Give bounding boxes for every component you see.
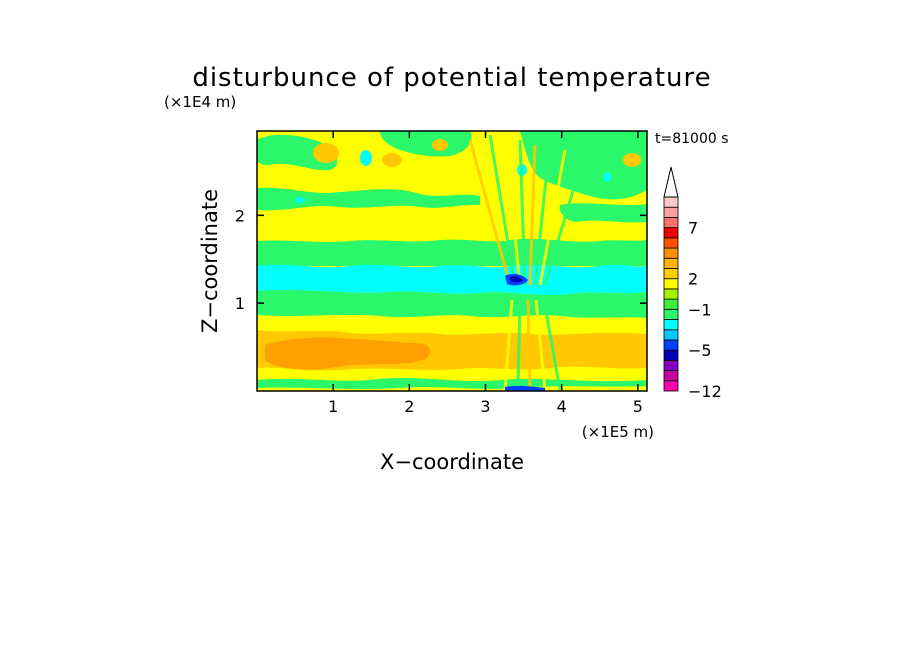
colorbar-swatch (663, 298, 679, 310)
colorbar-label: −1 (688, 300, 712, 319)
orange-blob-1 (313, 143, 339, 163)
plot-frame (256, 130, 648, 392)
green-band-top-right (520, 131, 647, 200)
y-axis-label: Z−coordinate (198, 189, 222, 333)
dark-orange-blob (265, 337, 431, 370)
orange-blob-3 (432, 139, 448, 151)
colorbar-extend-arrow (663, 166, 679, 198)
y-axis: 12 (235, 206, 647, 313)
colorbar-swatch (663, 196, 679, 208)
colorbar-swatch (663, 349, 679, 361)
green-band-bottom (257, 377, 647, 389)
cyan-blob-4 (295, 197, 305, 203)
y-tick-label: 2 (235, 206, 245, 225)
y-tick-label: 1 (235, 294, 245, 313)
cyan-band (257, 264, 647, 296)
colorbar-label: −5 (688, 341, 712, 360)
colorbar-swatch (663, 329, 679, 341)
colorbar-swatch (663, 247, 679, 259)
colorbar-swatch (663, 319, 679, 331)
green-band-top-left (257, 134, 338, 171)
colorbar-swatch (663, 257, 679, 269)
colorbar-swatch (663, 278, 679, 290)
cyan-blob-3 (603, 172, 611, 182)
x-unit-label: (×1E5 m) (582, 423, 654, 441)
x-tick-label: 4 (557, 397, 567, 416)
colorbar-swatch (663, 237, 679, 249)
colorbar-swatch (663, 288, 679, 300)
y-unit-label: (×1E4 m) (164, 93, 236, 111)
x-tick-label: 5 (633, 397, 643, 416)
orange-blob-2 (382, 153, 402, 167)
blue-spot-bottom (505, 385, 545, 391)
dark-blue-spot (510, 276, 523, 283)
green-band-3 (257, 290, 647, 318)
colorbar-swatch (663, 308, 679, 320)
colorbar-swatch (663, 227, 679, 239)
colorbar-label: −12 (688, 382, 722, 401)
colorbar-label: 2 (688, 270, 698, 289)
x-axis: 1 2 3 4 5 (328, 131, 643, 416)
green-band-2 (257, 238, 647, 266)
cyan-blob-1 (360, 150, 372, 166)
colorbar-swatch (663, 370, 679, 382)
x-tick-label: 2 (404, 397, 414, 416)
x-tick-label: 3 (480, 397, 490, 416)
colorbar: −12−5−127 (663, 166, 722, 401)
green-band-right-mid (559, 203, 647, 223)
green-band-top-mid (380, 131, 472, 157)
green-band-upper (257, 187, 480, 211)
colorbar-swatch (663, 359, 679, 371)
colorbar-swatch (663, 268, 679, 280)
colorbar-label: 7 (688, 219, 698, 238)
colorbar-swatch (663, 339, 679, 351)
colorbar-swatch (663, 206, 679, 218)
plot-area (257, 131, 647, 391)
wave-plume (468, 134, 587, 391)
time-label: t=81000 s (655, 131, 729, 147)
colorbar-swatch (663, 217, 679, 229)
orange-blob-4 (623, 153, 641, 167)
x-tick-label: 1 (328, 397, 338, 416)
x-axis-label: X−coordinate (380, 450, 524, 474)
chart-title: disturbunce of potential temperature (192, 63, 711, 93)
colorbar-swatch (663, 380, 679, 392)
